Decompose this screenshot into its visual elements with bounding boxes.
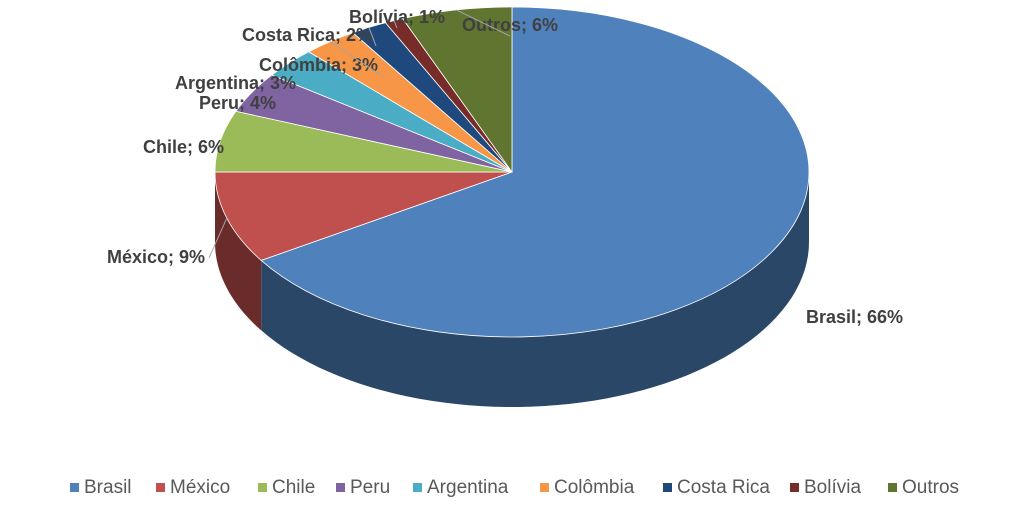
legend-label: Peru	[350, 477, 390, 498]
slice	[214, 171, 513, 261]
legend-label: Chile	[272, 477, 315, 498]
data-label: Colômbia; 3%	[259, 55, 378, 75]
legend-label: Outros	[902, 477, 959, 498]
legend-marker	[663, 483, 672, 492]
leader-line	[393, 20, 398, 29]
leader-line	[208, 217, 228, 259]
data-label: Bolívia; 1%	[349, 7, 445, 27]
data-label: México; 9%	[107, 247, 205, 267]
legend-label: Brasil	[84, 477, 132, 498]
leader-line	[368, 27, 377, 47]
legend-marker	[540, 483, 549, 492]
legend-label: Bolívia	[804, 477, 861, 498]
legend-marker	[70, 483, 79, 492]
data-label: Peru; 4%	[199, 93, 276, 113]
legend-label: México	[170, 477, 230, 498]
legend-marker	[336, 483, 345, 492]
data-label: Argentina; 3%	[175, 73, 296, 93]
legend-marker	[156, 483, 165, 492]
legend-label: Argentina	[427, 477, 509, 498]
legend-marker	[258, 483, 267, 492]
slice-side	[215, 172, 262, 331]
data-label: Chile; 6%	[143, 137, 224, 157]
slice-side	[261, 172, 809, 407]
legend-label: Colômbia	[554, 477, 635, 498]
legend-marker	[413, 483, 422, 492]
legend-marker	[888, 483, 897, 492]
legend-marker	[790, 483, 799, 492]
leader-line	[456, 9, 511, 37]
data-label: Outros; 6%	[462, 15, 558, 35]
leader-line	[329, 41, 383, 77]
slice	[260, 6, 810, 338]
legend-label: Costa Rica	[677, 477, 770, 498]
data-label: Costa Rica; 2%	[242, 25, 372, 45]
data-label: Brasil; 66%	[806, 307, 903, 327]
